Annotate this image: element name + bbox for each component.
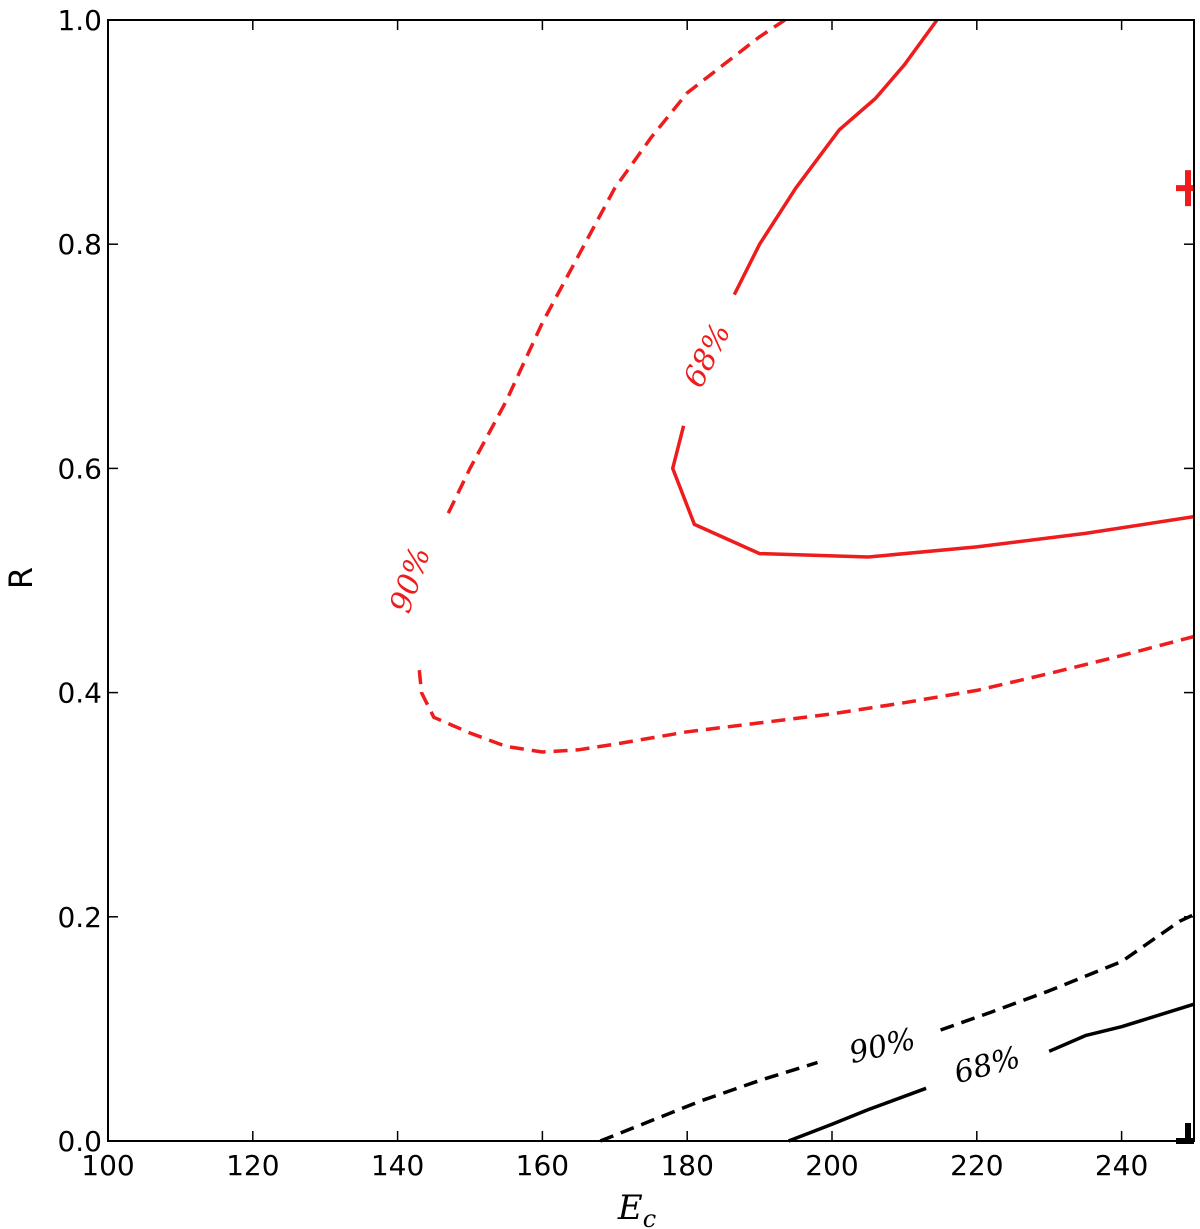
x-tick-label: 240 — [1095, 1149, 1148, 1182]
axis-ticks — [107, 19, 1194, 1142]
x-tick-label: 140 — [371, 1149, 424, 1182]
axis-tick-labels: 100 120 140 160 180 200 220 240 0.0 0.2 0.4 0.6 0.8 1… — [57, 4, 1148, 1182]
red-68pct-contour-segment — [670, 425, 1195, 559]
black-68pct-contour-segment — [787, 1086, 927, 1143]
contour-label: 90% — [846, 1022, 919, 1071]
contour-label: 68% — [677, 318, 738, 393]
y-tick-label: 0.8 — [57, 228, 102, 261]
x-tick-label: 120 — [226, 1149, 279, 1182]
plot-frame — [107, 19, 1195, 1142]
x-axis-label: Ec — [617, 1188, 656, 1229]
best-fit-markers — [1176, 170, 1194, 1144]
y-tick-label: 0.0 — [57, 1125, 102, 1158]
y-tick-label: 0.4 — [57, 677, 102, 710]
y-axis-label: R — [2, 567, 40, 589]
x-tick-label: 160 — [516, 1149, 569, 1182]
y-tick-label: 1.0 — [57, 4, 102, 37]
contour-label: 90% — [383, 543, 438, 617]
x-tick-label: 200 — [805, 1149, 858, 1182]
black-68pct-contour-segment — [1048, 1002, 1195, 1053]
red-68pct-contour-segment — [732, 18, 939, 296]
x-tick-label: 100 — [81, 1149, 134, 1182]
x-tick-label: 220 — [950, 1149, 1003, 1182]
contour-label: 68% — [951, 1040, 1024, 1091]
y-tick-label: 0.6 — [57, 452, 102, 485]
red-90pct-contour-segment — [417, 634, 1195, 754]
red-90pct-contour-segment — [446, 18, 786, 514]
contour-labels: 90% 68% 90% 68% — [383, 318, 1024, 1091]
x-axis-label-main: E — [617, 1188, 643, 1228]
x-tick-label: 180 — [660, 1149, 713, 1182]
y-tick-label: 0.2 — [57, 901, 102, 934]
x-axis-label-subscript: c — [643, 1205, 656, 1229]
black-90pct-contour-segment — [599, 1060, 819, 1143]
black-90pct-contour-segment — [940, 913, 1195, 1032]
contour-lines — [417, 18, 1195, 1143]
